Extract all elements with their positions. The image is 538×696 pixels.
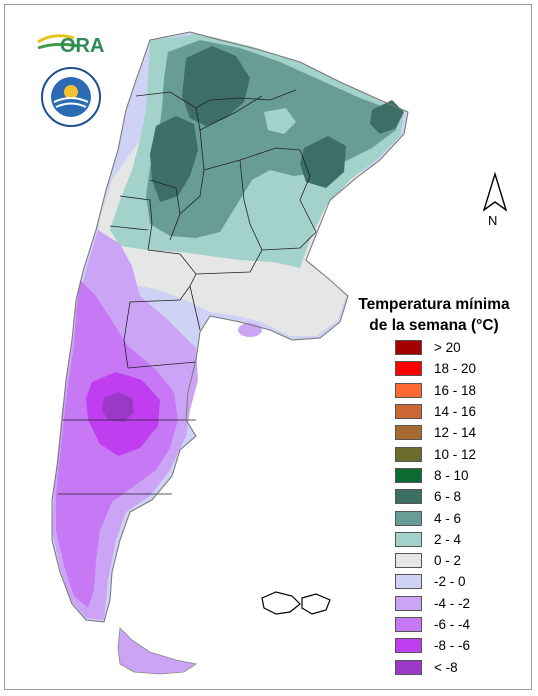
legend-label: 18 - 20 — [434, 361, 477, 377]
legend-swatch — [395, 382, 422, 398]
legend-title-line1: Temperatura mínima — [358, 296, 510, 313]
legend-label: -8 - -6 — [434, 638, 471, 654]
legend-item: 8 - 10 — [395, 465, 476, 486]
legend-item: -6 - -4 — [395, 614, 476, 635]
legend-swatch — [395, 361, 422, 377]
region-tierra-del-fuego — [117, 627, 198, 675]
legend-item: > 20 — [395, 337, 476, 358]
zone-below-minus8 — [102, 392, 134, 422]
zone-2-4-core — [264, 108, 296, 134]
legend-item: 2 - 4 — [395, 529, 476, 550]
legend-label: 0 - 2 — [434, 553, 462, 569]
ora-logo-text: ORA — [60, 35, 104, 57]
legend-swatch — [395, 659, 422, 675]
legend-label: -2 - 0 — [434, 574, 466, 590]
north-arrow-icon — [482, 172, 508, 212]
legend-label: 8 - 10 — [434, 467, 469, 483]
legend-label: -4 - -2 — [434, 595, 471, 611]
legend-swatch — [395, 553, 422, 569]
legend-swatch — [395, 340, 422, 356]
legend-label: > 20 — [434, 340, 461, 356]
legend-item: 14 - 16 — [395, 401, 476, 422]
legend-label: < -8 — [434, 659, 458, 675]
region-islas-malvinas — [261, 591, 331, 615]
legend-item: 4 - 6 — [395, 507, 476, 528]
legend-swatch — [395, 510, 422, 526]
legend-item: -8 - -6 — [395, 635, 476, 656]
zone-6-8-northwest — [150, 116, 198, 202]
legend-swatch — [395, 595, 422, 611]
legend-swatch — [395, 404, 422, 420]
legend-label: 10 - 12 — [434, 446, 477, 462]
legend-label: -6 - -4 — [434, 617, 471, 632]
north-arrow-label: N — [488, 213, 498, 228]
legend-item: 0 - 2 — [395, 550, 476, 571]
zone-6-8-misiones — [370, 100, 404, 134]
legend-swatch — [395, 467, 422, 483]
legend: > 20 18 - 20 16 - 18 14 - 16 12 - 14 10 - 12 8… — [395, 337, 476, 678]
legend-swatch — [395, 638, 422, 654]
legend-label: 14 - 16 — [434, 404, 477, 420]
country-outline — [51, 31, 409, 623]
legend-item: 6 - 8 — [395, 486, 476, 507]
legend-label: 2 - 4 — [434, 531, 462, 547]
legend-swatch — [395, 425, 422, 441]
legend-title: Temperatura mínima de la semana (°C) — [338, 294, 530, 336]
ora-logo: ORA — [37, 34, 104, 57]
legend-title-line2: de la semana (°C) — [369, 317, 499, 334]
zone-6-8-northeast — [300, 136, 346, 188]
legend-item: -4 - -2 — [395, 593, 476, 614]
legend-swatch — [395, 446, 422, 462]
legend-item: 16 - 18 — [395, 380, 476, 401]
legend-item: 12 - 14 — [395, 422, 476, 443]
legend-swatch — [395, 617, 422, 632]
legend-swatch — [395, 574, 422, 590]
legend-swatch — [395, 531, 422, 547]
legend-label: 4 - 6 — [434, 510, 462, 526]
legend-label: 6 - 8 — [434, 489, 462, 505]
map-frame — [4, 4, 532, 690]
legend-swatch — [395, 489, 422, 505]
legend-label: 16 - 18 — [434, 382, 477, 398]
legend-item: -2 - 0 — [395, 571, 476, 592]
legend-item: 10 - 12 — [395, 443, 476, 464]
legend-item: 18 - 20 — [395, 358, 476, 379]
smn-logo — [41, 67, 101, 127]
province-borders — [58, 89, 317, 495]
legend-item: < -8 — [395, 656, 476, 677]
legend-label: 12 - 14 — [434, 425, 477, 441]
